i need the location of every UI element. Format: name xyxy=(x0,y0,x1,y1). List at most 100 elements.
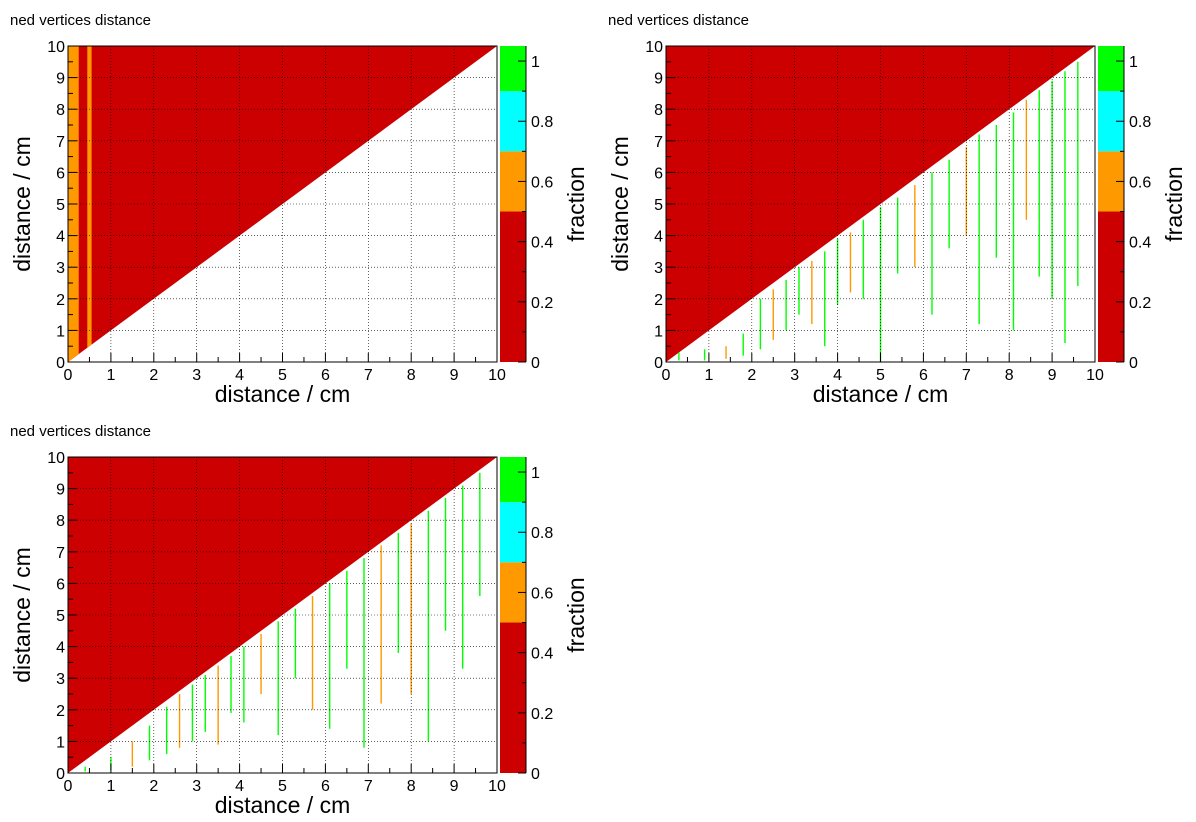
y-tick-label: 7 xyxy=(56,134,65,151)
colorbar-tick-label: 0.4 xyxy=(531,646,553,663)
x-tick-label: 7 xyxy=(364,778,373,795)
x-tick-label: 3 xyxy=(790,367,799,384)
x-tick-label: 9 xyxy=(450,778,459,795)
y-tick-label: 3 xyxy=(56,260,65,277)
y-tick-label: 8 xyxy=(654,102,663,119)
y-tick-label: 4 xyxy=(654,229,663,246)
x-tick-label: 8 xyxy=(407,367,416,384)
colorbar-tick-label: 0.6 xyxy=(1129,174,1151,191)
y-tick-label: 1 xyxy=(56,323,65,340)
colorbar-segment xyxy=(1098,46,1124,92)
chart-title: ned vertices distance xyxy=(10,12,151,29)
y-axis-label: distance / cm xyxy=(9,547,35,683)
y-tick-label: 10 xyxy=(47,39,65,56)
x-tick-label: 6 xyxy=(321,778,330,795)
colorbar-tick-label: 0.8 xyxy=(531,525,553,542)
heatmap-fill xyxy=(666,46,1095,362)
chart-title: ned vertices distance xyxy=(10,423,151,440)
x-tick-label: 10 xyxy=(488,778,506,795)
y-tick-label: 10 xyxy=(47,450,65,467)
x-tick-label: 4 xyxy=(235,367,244,384)
x-tick-label: 0 xyxy=(64,367,73,384)
panel-3: ned vertices distance 0 1 2 3 4 5 6 7 8 9 10 0 1 2 3 4 5… xyxy=(0,411,598,822)
heatmap-fill xyxy=(68,457,497,773)
y-tick-label: 9 xyxy=(654,71,663,88)
x-tick-label: 9 xyxy=(1048,367,1057,384)
heatmap-fill xyxy=(68,46,497,362)
x-tick-label: 5 xyxy=(278,367,287,384)
y-tick-label: 4 xyxy=(56,640,65,657)
y-tick-label: 0 xyxy=(654,355,663,372)
y-tick-label: 3 xyxy=(56,671,65,688)
y-tick-label: 0 xyxy=(56,766,65,783)
colorbar-tick-label: 1 xyxy=(1129,54,1138,71)
x-tick-label: 3 xyxy=(192,367,201,384)
colorbar-tick-label: 0.4 xyxy=(531,235,553,252)
x-tick-label: 2 xyxy=(747,367,756,384)
colorbar-segment xyxy=(500,211,526,362)
x-tick-label: 1 xyxy=(704,367,713,384)
y-tick-label: 5 xyxy=(654,197,663,214)
colorbar-tick-label: 0 xyxy=(531,766,540,783)
x-tick-label: 4 xyxy=(833,367,842,384)
x-tick-label: 10 xyxy=(488,367,506,384)
x-tick-label: 0 xyxy=(662,367,671,384)
colorbar-tick-label: 1 xyxy=(531,465,540,482)
colorbar-label: fraction xyxy=(1161,166,1187,241)
x-tick-label: 8 xyxy=(1005,367,1014,384)
y-tick-label: 6 xyxy=(56,165,65,182)
colorbar-tick-label: 0 xyxy=(531,355,540,372)
colorbar-tick-label: 0.2 xyxy=(531,706,553,723)
y-tick-label: 2 xyxy=(56,703,65,720)
y-tick-label: 5 xyxy=(56,608,65,625)
y-tick-label: 3 xyxy=(654,260,663,277)
y-tick-label: 7 xyxy=(654,134,663,151)
x-tick-label: 4 xyxy=(235,778,244,795)
colorbar-tick-label: 0.2 xyxy=(531,295,553,312)
y-tick-label: 8 xyxy=(56,513,65,530)
y-axis-label: distance / cm xyxy=(9,136,35,272)
x-axis-label: distance / cm xyxy=(813,381,949,407)
colorbar-segment xyxy=(500,622,526,773)
colorbar-tick-label: 0.8 xyxy=(531,114,553,131)
y-tick-label: 6 xyxy=(56,576,65,593)
y-tick-label: 6 xyxy=(654,165,663,182)
x-tick-label: 5 xyxy=(278,778,287,795)
x-tick-label: 7 xyxy=(962,367,971,384)
y-tick-label: 9 xyxy=(56,71,65,88)
colorbar-segment xyxy=(500,46,526,92)
x-tick-label: 0 xyxy=(64,778,73,795)
y-tick-label: 7 xyxy=(56,545,65,562)
panel-2: ned vertices distance 0 1 2 3 4 5 6 7 8 9 10 0 1 2 3 4 5… xyxy=(598,0,1196,411)
x-tick-label: 2 xyxy=(149,367,158,384)
colorbar-segment xyxy=(1098,211,1124,362)
x-tick-label: 5 xyxy=(876,367,885,384)
x-tick-label: 6 xyxy=(321,367,330,384)
colorbar-tick-label: 0.8 xyxy=(1129,114,1151,131)
colorbar-label: fraction xyxy=(563,166,589,241)
x-tick-label: 1 xyxy=(106,778,115,795)
x-tick-label: 6 xyxy=(919,367,928,384)
x-tick-label: 8 xyxy=(407,778,416,795)
x-tick-label: 7 xyxy=(364,367,373,384)
colorbar-segment xyxy=(500,457,526,503)
y-tick-label: 10 xyxy=(645,39,663,56)
x-axis-label: distance / cm xyxy=(215,381,351,407)
x-tick-label: 3 xyxy=(192,778,201,795)
x-tick-label: 9 xyxy=(450,367,459,384)
colorbar-label: fraction xyxy=(563,577,589,652)
colorbar-tick-label: 0 xyxy=(1129,355,1138,372)
chart-title: ned vertices distance xyxy=(608,12,749,29)
colorbar-tick-label: 0.6 xyxy=(531,585,553,602)
y-tick-label: 5 xyxy=(56,197,65,214)
y-tick-label: 8 xyxy=(56,102,65,119)
x-tick-label: 2 xyxy=(149,778,158,795)
x-axis-label: distance / cm xyxy=(215,792,351,818)
y-tick-label: 2 xyxy=(56,292,65,309)
y-tick-label: 4 xyxy=(56,229,65,246)
y-axis-label: distance / cm xyxy=(607,136,633,272)
y-tick-label: 9 xyxy=(56,482,65,499)
y-tick-label: 2 xyxy=(654,292,663,309)
